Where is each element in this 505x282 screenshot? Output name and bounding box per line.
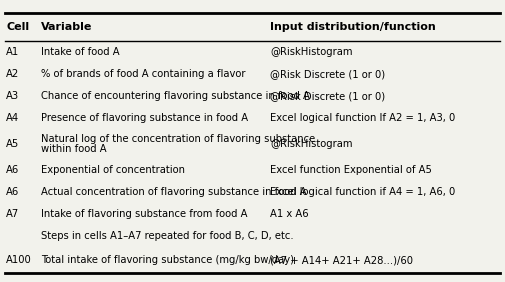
Text: % of brands of food A containing a flavor: % of brands of food A containing a flavo… bbox=[41, 69, 246, 79]
Text: A3: A3 bbox=[6, 91, 19, 101]
Text: Chance of encountering flavoring substance in food A: Chance of encountering flavoring substan… bbox=[41, 91, 310, 101]
Text: A100: A100 bbox=[6, 255, 32, 265]
Text: Actual concentration of flavoring substance in food A: Actual concentration of flavoring substa… bbox=[41, 187, 307, 197]
Text: Steps in cells A1–A7 repeated for food B, C, D, etc.: Steps in cells A1–A7 repeated for food B… bbox=[41, 231, 294, 241]
Text: Variable: Variable bbox=[41, 22, 93, 32]
Text: Presence of flavoring substance in food A: Presence of flavoring substance in food … bbox=[41, 113, 248, 123]
Text: A1 x A6: A1 x A6 bbox=[270, 209, 309, 219]
Text: Exponential of concentration: Exponential of concentration bbox=[41, 165, 185, 175]
Text: within food A: within food A bbox=[41, 144, 107, 154]
Text: A6: A6 bbox=[6, 165, 19, 175]
Text: A1: A1 bbox=[6, 47, 19, 57]
Text: @RiskHistogram: @RiskHistogram bbox=[270, 47, 352, 57]
Text: Input distribution/function: Input distribution/function bbox=[270, 22, 436, 32]
Text: Intake of food A: Intake of food A bbox=[41, 47, 120, 57]
Text: Cell: Cell bbox=[6, 22, 29, 32]
Text: @Risk Discrete (1 or 0): @Risk Discrete (1 or 0) bbox=[270, 69, 385, 79]
Text: A6: A6 bbox=[6, 187, 19, 197]
Text: (A7 + A14+ A21+ A28...)/60: (A7 + A14+ A21+ A28...)/60 bbox=[270, 255, 413, 265]
Text: Total intake of flavoring substance (mg/kg bw/day): Total intake of flavoring substance (mg/… bbox=[41, 255, 294, 265]
Text: A4: A4 bbox=[6, 113, 19, 123]
Text: @Risk Discrete (1 or 0): @Risk Discrete (1 or 0) bbox=[270, 91, 385, 101]
Text: Excel function Exponential of A5: Excel function Exponential of A5 bbox=[270, 165, 432, 175]
Text: Excel logical function If A2 = 1, A3, 0: Excel logical function If A2 = 1, A3, 0 bbox=[270, 113, 456, 123]
Text: Excel logical function if A4 = 1, A6, 0: Excel logical function if A4 = 1, A6, 0 bbox=[270, 187, 456, 197]
Text: Natural log of the concentration of flavoring substance: Natural log of the concentration of flav… bbox=[41, 134, 316, 144]
Text: Intake of flavoring substance from food A: Intake of flavoring substance from food … bbox=[41, 209, 248, 219]
Text: @RiskHistogram: @RiskHistogram bbox=[270, 139, 352, 149]
Text: A2: A2 bbox=[6, 69, 19, 79]
Text: A7: A7 bbox=[6, 209, 19, 219]
Text: A5: A5 bbox=[6, 139, 19, 149]
